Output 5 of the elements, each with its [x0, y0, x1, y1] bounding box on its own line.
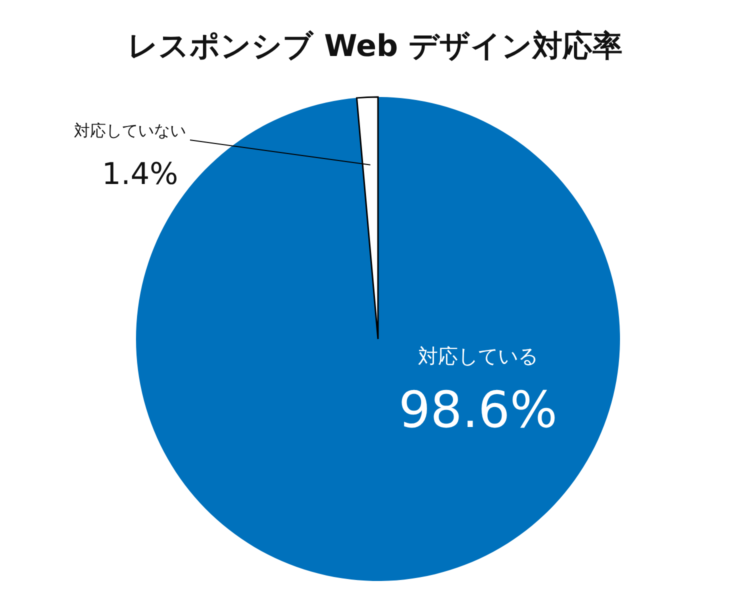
chart-title: レスポンシブ Web デザイン対応率: [128, 29, 622, 64]
slice-label: 対応していない: [74, 121, 186, 140]
data-label: 1.4%: [102, 157, 178, 192]
data-label: 98.6%: [398, 381, 558, 439]
slice-label: 対応している: [418, 344, 538, 368]
